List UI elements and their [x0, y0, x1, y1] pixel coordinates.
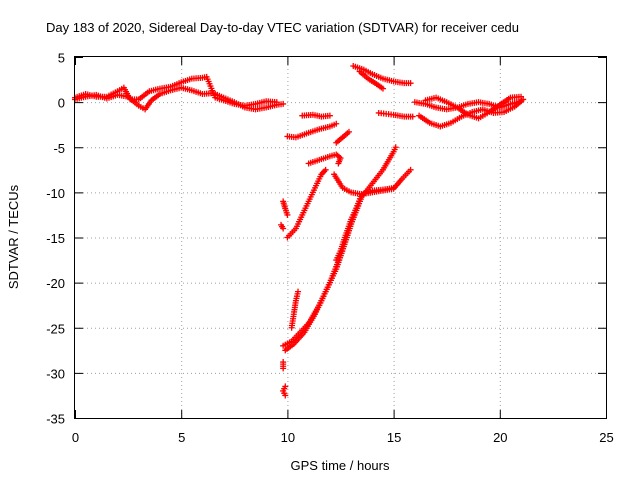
data-point: [356, 198, 363, 205]
data-point: [407, 80, 414, 87]
y-tick-label: 0: [58, 96, 65, 111]
data-point: [282, 392, 289, 399]
data-point: [280, 225, 287, 232]
data-point: [409, 113, 416, 120]
y-tick-label: -25: [46, 321, 65, 336]
data-point: [280, 365, 287, 372]
y-tick-label: -15: [46, 231, 65, 246]
data-point: [326, 112, 333, 119]
x-axis-label: GPS time / hours: [291, 458, 390, 473]
x-tick-label: 20: [493, 430, 507, 445]
data-point: [335, 160, 342, 167]
y-tick-labels: 5 0 -5 -10 -15 -20 -25 -30 -35: [46, 51, 65, 427]
plot-frame: [74, 56, 607, 419]
y-tick-label: -30: [46, 366, 65, 381]
y-axis-label: SDTVAR / TECUs: [6, 184, 21, 289]
chart-title: Day 183 of 2020, Sidereal Day-to-day VTE…: [46, 20, 519, 35]
data-point: [280, 100, 287, 107]
data-point: [392, 144, 399, 151]
data-point: [390, 184, 397, 191]
y-tick-label: -20: [46, 276, 65, 291]
data-point: [322, 166, 329, 173]
data-point: [407, 166, 414, 173]
x-tick-label: 25: [599, 430, 613, 445]
y-tick-label: -10: [46, 186, 65, 201]
y-tick-label: -5: [53, 141, 65, 156]
data-point: [379, 85, 386, 92]
data-point: [284, 211, 291, 218]
data-point: [345, 128, 352, 135]
data-points: [72, 63, 527, 399]
grid-lines: [75, 57, 606, 418]
x-tick-label: 15: [387, 430, 401, 445]
data-point: [518, 93, 525, 100]
data-point: [273, 99, 280, 106]
x-tick-labels: 0 5 10 15 20 25: [72, 430, 614, 445]
x-tick-label: 10: [281, 430, 295, 445]
x-tick-label: 0: [72, 430, 79, 445]
x-tick-label: 5: [178, 430, 185, 445]
axis-ticks: [75, 57, 607, 419]
data-point: [295, 288, 302, 295]
y-tick-label: 5: [58, 51, 65, 66]
y-tick-label: -35: [46, 412, 65, 427]
data-point: [333, 120, 340, 127]
